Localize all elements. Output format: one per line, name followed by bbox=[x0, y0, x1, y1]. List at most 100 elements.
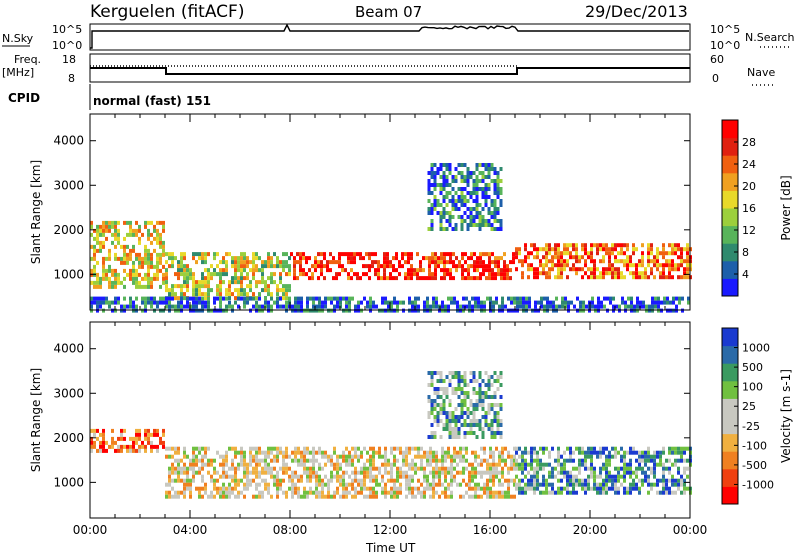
data-cell bbox=[342, 471, 345, 475]
data-cell bbox=[477, 487, 480, 491]
data-cell bbox=[345, 309, 348, 313]
data-cell bbox=[468, 495, 471, 499]
data-cell bbox=[395, 252, 398, 256]
data-cell bbox=[102, 245, 105, 249]
data-cell bbox=[183, 268, 186, 272]
data-cell bbox=[590, 271, 593, 275]
data-cell bbox=[461, 268, 464, 272]
data-cell bbox=[219, 280, 222, 284]
data-cell bbox=[267, 264, 270, 268]
xtick-label: 00:00 bbox=[73, 523, 108, 537]
data-cell bbox=[500, 179, 503, 183]
data-cell bbox=[552, 305, 555, 309]
data-cell bbox=[108, 229, 111, 233]
data-cell bbox=[383, 252, 386, 256]
data-cell bbox=[452, 435, 455, 439]
data-cell bbox=[243, 483, 246, 487]
data-cell bbox=[267, 301, 270, 305]
data-cell bbox=[243, 467, 246, 471]
data-cell bbox=[506, 264, 509, 268]
data-cell bbox=[611, 271, 614, 275]
data-cell bbox=[396, 471, 399, 475]
data-cell bbox=[411, 447, 414, 451]
data-cell bbox=[518, 247, 521, 251]
data-cell bbox=[177, 467, 180, 471]
data-cell bbox=[285, 260, 288, 264]
data-cell bbox=[315, 297, 318, 301]
data-cell bbox=[240, 272, 243, 276]
data-cell bbox=[422, 268, 425, 272]
data-cell bbox=[551, 247, 554, 251]
data-cell bbox=[578, 447, 581, 451]
data-cell bbox=[473, 387, 476, 391]
data-cell bbox=[312, 451, 315, 455]
data-cell bbox=[270, 467, 273, 471]
data-cell bbox=[411, 459, 414, 463]
data-cell bbox=[542, 475, 545, 479]
data-cell bbox=[597, 301, 600, 305]
data-cell bbox=[237, 292, 240, 296]
data-cell bbox=[159, 237, 162, 241]
data-cell bbox=[303, 459, 306, 463]
data-cell bbox=[150, 297, 153, 301]
data-cell bbox=[177, 272, 180, 276]
data-cell bbox=[533, 475, 536, 479]
data-cell bbox=[504, 479, 507, 483]
data-cell bbox=[398, 260, 401, 264]
data-cell bbox=[399, 301, 402, 305]
data-cell bbox=[437, 171, 440, 175]
data-cell bbox=[261, 305, 264, 309]
data-cell bbox=[420, 447, 423, 451]
data-cell bbox=[461, 407, 464, 411]
data-cell bbox=[141, 285, 144, 289]
data-cell bbox=[677, 459, 680, 463]
data-cell bbox=[488, 256, 491, 260]
data-cell bbox=[153, 297, 156, 301]
data-cell bbox=[294, 309, 297, 313]
data-cell bbox=[653, 275, 656, 279]
data-cell bbox=[548, 483, 551, 487]
data-cell bbox=[533, 267, 536, 271]
data-cell bbox=[201, 309, 204, 313]
data-cell bbox=[165, 288, 168, 292]
data-cell bbox=[641, 243, 644, 247]
data-cell bbox=[171, 256, 174, 260]
data-cell bbox=[551, 467, 554, 471]
data-cell bbox=[458, 187, 461, 191]
data-cell bbox=[575, 255, 578, 259]
data-cell bbox=[509, 260, 512, 264]
data-cell bbox=[111, 301, 114, 305]
data-cell bbox=[455, 264, 458, 268]
data-cell bbox=[150, 285, 153, 289]
data-cell bbox=[638, 455, 641, 459]
data-cell bbox=[467, 411, 470, 415]
data-cell bbox=[234, 260, 237, 264]
data-cell bbox=[617, 451, 620, 455]
data-cell bbox=[489, 451, 492, 455]
data-cell bbox=[348, 309, 351, 313]
data-cell bbox=[189, 491, 192, 495]
data-cell bbox=[144, 257, 147, 261]
data-cell bbox=[333, 467, 336, 471]
data-cell bbox=[666, 309, 669, 313]
data-cell bbox=[659, 271, 662, 275]
data-cell bbox=[518, 479, 521, 483]
data-cell bbox=[476, 167, 479, 171]
data-cell bbox=[578, 267, 581, 271]
data-cell bbox=[293, 268, 296, 272]
data-cell bbox=[491, 163, 494, 167]
data-cell bbox=[623, 467, 626, 471]
data-cell bbox=[219, 272, 222, 276]
data-cell bbox=[372, 467, 375, 471]
data-cell bbox=[462, 459, 465, 463]
data-cell bbox=[426, 297, 429, 301]
data-cell bbox=[683, 471, 686, 475]
data-cell bbox=[120, 433, 123, 437]
data-cell bbox=[579, 309, 582, 313]
data-cell bbox=[156, 269, 159, 273]
data-cell bbox=[183, 491, 186, 495]
data-cell bbox=[470, 371, 473, 375]
data-cell bbox=[225, 475, 228, 479]
data-cell bbox=[234, 475, 237, 479]
data-cell bbox=[623, 487, 626, 491]
